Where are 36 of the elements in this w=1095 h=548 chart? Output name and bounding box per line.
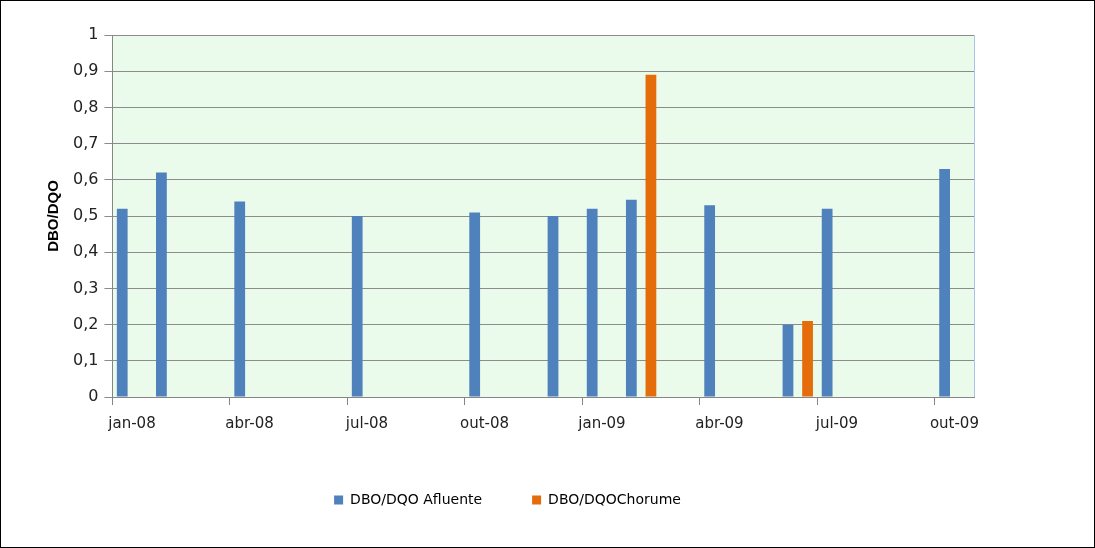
legend-label: DBO/DQOChorume <box>548 490 681 507</box>
x-tick-label: abr-09 <box>695 413 744 432</box>
bar <box>625 199 637 397</box>
bar <box>156 172 167 397</box>
x-tick-label: jul-08 <box>344 413 389 432</box>
y-tick-label: 0,1 <box>72 349 99 369</box>
x-tick-label: out-08 <box>459 413 510 432</box>
bar <box>234 201 246 397</box>
x-tick-label: abr-08 <box>225 413 274 432</box>
x-tick-label: jan-09 <box>577 413 626 432</box>
y-tick-label: 0,2 <box>72 313 99 333</box>
bar <box>547 216 559 397</box>
y-tick-label: 0,3 <box>72 277 99 297</box>
y-axis-title: DBO/DQO <box>44 179 62 252</box>
y-tick-label: 0,4 <box>72 241 99 261</box>
y-tick-label: 0,5 <box>72 205 99 225</box>
bar <box>939 168 951 397</box>
y-tick-label: 0,8 <box>72 96 99 116</box>
bar <box>586 208 598 397</box>
bar <box>704 205 716 397</box>
y-tick-label: 0 <box>88 386 99 406</box>
bar <box>782 324 794 397</box>
y-tick-label: 0,9 <box>72 60 99 80</box>
y-tick-label: 0,6 <box>72 168 99 188</box>
x-tick-label: jul-09 <box>814 413 859 432</box>
bar <box>821 208 833 397</box>
bar <box>351 216 363 397</box>
x-tick-label: jan-08 <box>107 413 156 432</box>
x-tick-label: out-09 <box>929 413 979 432</box>
bar <box>469 212 481 397</box>
bar <box>116 208 128 397</box>
bar <box>645 74 657 397</box>
y-tick-label: 1 <box>88 24 99 44</box>
y-tick-label: 0,7 <box>72 132 99 152</box>
bar <box>802 320 813 397</box>
legend-label: DBO/DQO Afluente <box>350 490 483 507</box>
